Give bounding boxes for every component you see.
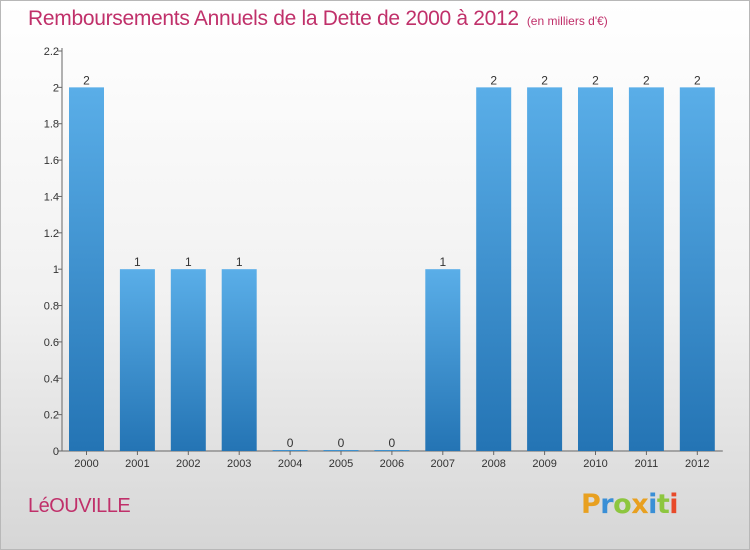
data-label-2003: 1 <box>236 255 243 269</box>
bar-2002 <box>170 269 206 451</box>
commune-name: LéOUVILLE <box>28 495 131 517</box>
data-label-2000: 2 <box>83 73 90 87</box>
logo-letter: o <box>613 489 632 520</box>
chart-title: Remboursements Annuels de la Dette de 20… <box>28 7 608 31</box>
bar-2008 <box>476 87 512 451</box>
y-tick-label: 1.2 <box>44 228 59 240</box>
data-label-2007: 1 <box>439 255 446 269</box>
logo-letter: i <box>648 489 657 520</box>
data-label-2010: 2 <box>592 73 599 87</box>
bar-2004 <box>272 450 308 451</box>
x-tick-label-2004: 2004 <box>278 458 302 470</box>
x-tick-label-2012: 2012 <box>685 458 709 470</box>
bar-2010 <box>578 87 613 451</box>
bar-2001 <box>119 269 155 451</box>
logo-letter: r <box>600 489 614 520</box>
x-tick-label-2006: 2006 <box>380 458 404 470</box>
data-label-2011: 2 <box>643 73 650 87</box>
logo-letter: t <box>656 489 670 520</box>
y-tick-label: 0.2 <box>44 410 59 422</box>
y-tick-label: 2.2 <box>44 46 59 58</box>
x-tick-label-2000: 2000 <box>74 458 98 470</box>
x-tick-label-2011: 2011 <box>635 458 659 470</box>
y-tick-label: 1.8 <box>44 119 59 131</box>
bar-2011 <box>628 87 664 451</box>
bar-2005 <box>323 450 359 451</box>
bar-2007 <box>425 269 461 451</box>
y-tick-label: 0.8 <box>44 301 59 313</box>
y-tick-label: 2 <box>53 82 59 94</box>
y-tick-label: 0 <box>53 446 59 458</box>
data-label-2004: 0 <box>287 436 294 450</box>
title-unit: (en milliers d'€) <box>526 14 608 28</box>
x-tick-label-2003: 2003 <box>227 458 251 470</box>
y-tick-label: 1 <box>53 264 59 276</box>
x-tick-label-2009: 2009 <box>532 458 556 470</box>
logo-letter: P <box>581 489 601 520</box>
bar-2012 <box>679 87 715 451</box>
x-tick-label-2008: 2008 <box>481 458 505 470</box>
y-tick-label: 1.4 <box>44 191 59 203</box>
data-label-2001: 1 <box>134 255 141 269</box>
y-tick-label: 0.6 <box>44 337 59 349</box>
data-label-2006: 0 <box>389 436 396 450</box>
x-tick-label-2005: 2005 <box>329 458 353 470</box>
x-tick-label-2001: 2001 <box>125 458 149 470</box>
y-tick-label: 0.4 <box>44 373 59 385</box>
logo-letter: i <box>669 489 679 520</box>
data-label-2008: 2 <box>490 73 497 87</box>
title-text: Remboursements Annuels de la Dette de 20… <box>28 7 519 30</box>
data-label-2005: 0 <box>338 436 345 450</box>
bar-2006 <box>374 450 410 451</box>
x-tick-label-2010: 2010 <box>583 458 607 470</box>
x-tick-label-2002: 2002 <box>176 458 200 470</box>
logo-letter: x <box>631 489 649 520</box>
x-tick-label-2007: 2007 <box>431 458 455 470</box>
bar-2009 <box>527 87 563 451</box>
bar-2000 <box>69 87 104 451</box>
bar-2003 <box>221 269 257 451</box>
data-label-2002: 1 <box>185 255 192 269</box>
proxiti-logo[interactable]: Proxiti <box>581 489 679 520</box>
y-tick-label: 1.6 <box>44 155 59 167</box>
data-label-2012: 2 <box>694 73 701 87</box>
data-label-2009: 2 <box>541 73 548 87</box>
